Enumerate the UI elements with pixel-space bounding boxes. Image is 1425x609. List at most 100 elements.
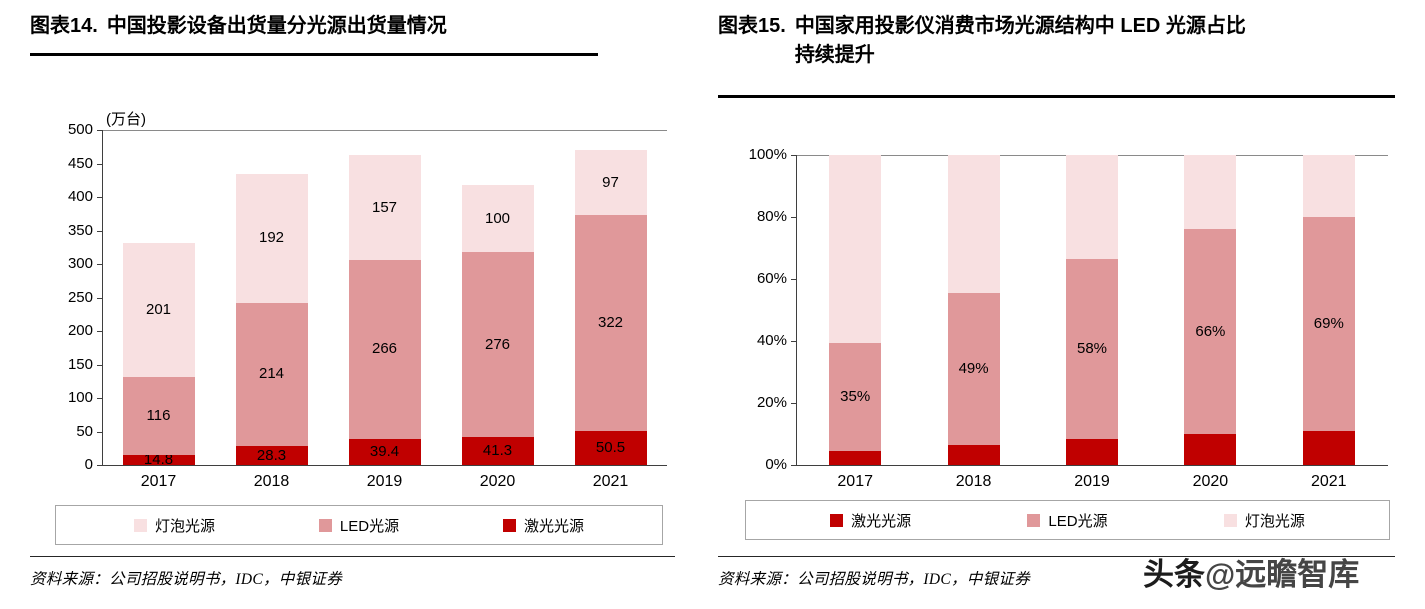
bar-segment <box>1066 258 1118 439</box>
bar-segment <box>829 342 882 452</box>
bar-value-label: 50.5 <box>595 439 626 457</box>
bar-value-label: 322 <box>597 314 624 332</box>
x-category-label: 2019 <box>366 473 403 490</box>
bar-segment <box>235 446 308 465</box>
y-tick-label: 50 <box>76 422 93 440</box>
x-axis-line <box>796 465 1388 466</box>
y-tick-mark <box>791 217 796 218</box>
figure-14-source: 资料来源：公司招股说明书，IDC，中银证券 <box>30 567 342 589</box>
x-category-label: 2018 <box>253 473 290 490</box>
figure-15-source-rule <box>718 556 1395 557</box>
bar-segment <box>947 292 1000 445</box>
watermark-handle: @远瞻智库 <box>1205 557 1360 592</box>
y-tick-mark <box>97 465 102 466</box>
y-tick-label: 40% <box>756 332 787 349</box>
y-tick-label: 0% <box>765 456 787 473</box>
y-axis-line <box>796 155 797 465</box>
y-tick-label: 60% <box>756 270 787 287</box>
legend-label: 激光光源 <box>851 512 912 530</box>
y-tick-mark <box>97 398 102 399</box>
bar-segment <box>461 252 534 438</box>
bar-value-label: 28.3 <box>256 446 287 464</box>
legend-item: 灯泡光源 <box>133 515 215 536</box>
bar-value-label: 66% <box>1195 322 1226 340</box>
bar-segment <box>1066 438 1118 465</box>
y-tick-mark <box>97 364 102 366</box>
y-tick-label: 400 <box>67 188 93 205</box>
figure-14-source-label: 资料来源： <box>30 571 110 588</box>
y-tick-label: 350 <box>67 221 93 239</box>
watermark-brand: 头条 <box>1143 557 1205 592</box>
bar-segment <box>1302 155 1355 217</box>
bar-segment <box>1302 217 1355 431</box>
bar-value-label: 49% <box>958 359 989 377</box>
figure-14-source-rule <box>30 556 675 557</box>
y-tick-mark <box>791 403 796 404</box>
legend-item: 灯泡光源 <box>1223 510 1305 531</box>
figure-14-source-text: 公司招股说明书，IDC，中银证券 <box>109 571 343 588</box>
legend-label: 灯泡光源 <box>154 517 215 535</box>
y-tick-label: 20% <box>756 394 787 411</box>
y-tick-label: 150 <box>67 355 93 373</box>
legend-label: 灯泡光源 <box>1244 512 1305 530</box>
bar-value-label: 192 <box>258 229 285 247</box>
figure-14-title-text: 中国投影设备出货量分光源出货量情况 <box>106 15 447 37</box>
y-tick-label: 450 <box>67 154 93 172</box>
bar-value-label: 100 <box>484 209 511 227</box>
bar-segment <box>1302 430 1355 465</box>
y-tick-mark <box>97 163 102 165</box>
y-tick-mark <box>97 297 102 299</box>
bar-segment <box>235 302 308 447</box>
y-tick-mark <box>97 197 102 198</box>
bar-segment <box>947 444 1000 465</box>
bar-value-label: 14.8 <box>143 451 174 469</box>
watermark: 头条@远瞻智库 <box>1143 549 1359 594</box>
y-tick-label: 250 <box>67 288 93 306</box>
legend-item: LED光源 <box>318 515 400 536</box>
y-tick-mark <box>791 155 796 156</box>
y-tick-mark <box>791 341 796 342</box>
figure-15-source: 资料来源：公司招股说明书，IDC，中银证券 <box>718 567 1030 589</box>
figure-15-title-text: 中国家用投影仪消费市场光源结构中 LED 光源占比持续提升 <box>794 15 1246 66</box>
y-tick-label: 80% <box>756 208 787 225</box>
figure-15-title: 图表15. 中国家用投影仪消费市场光源结构中 LED 光源占比持续提升 <box>718 12 1265 70</box>
y-tick-mark <box>97 264 102 265</box>
bar-segment <box>1184 229 1237 434</box>
bar-segment <box>574 215 647 432</box>
bar-segment <box>122 242 195 378</box>
y-tick-mark <box>97 230 102 232</box>
legend-item: LED光源 <box>1027 510 1108 531</box>
x-category-label: 2017 <box>837 473 873 490</box>
bar-value-label: 157 <box>371 198 398 216</box>
bar-value-label: 39.4 <box>369 442 400 460</box>
bar-value-label: 35% <box>840 387 871 405</box>
y-tick-label: 200 <box>67 322 93 339</box>
legend-swatch <box>1223 513 1237 527</box>
bar-value-label: 116 <box>146 407 171 425</box>
legend-label: LED光源 <box>339 517 400 535</box>
y-axis-line <box>102 130 103 465</box>
legend-item: 激光光源 <box>830 510 911 531</box>
legend-label: LED光源 <box>1048 512 1108 530</box>
y-tick-label: 500 <box>67 121 93 138</box>
bar-segment <box>348 260 421 439</box>
bar-segment <box>461 185 534 253</box>
figure-14-chart: (万台) 0 50 100 150 200 250 300 350 400 450 500 2017 1… <box>60 100 672 500</box>
legend-swatch <box>133 518 147 532</box>
bar-segment <box>122 455 195 465</box>
panel-figure-14: 图表14. 中国投影设备出货量分光源出货量情况 (万台) 0 50 100 150 20… <box>30 0 675 609</box>
y-tick-label: 300 <box>67 255 93 272</box>
figure-15-chart: 0% 20% 40% 60% 80% 100% 2017 35% 2018 49% 2019 58% 2… <box>738 135 1395 530</box>
y-tick-mark <box>97 130 102 131</box>
y-tick-mark <box>97 431 102 433</box>
bar-segment <box>829 155 882 343</box>
legend-swatch <box>318 518 332 532</box>
plot-top-border <box>102 130 667 131</box>
x-category-label: 2017 <box>140 473 177 490</box>
y-tick-mark <box>97 331 102 332</box>
figure-15-title-rule <box>718 95 1395 98</box>
x-category-label: 2020 <box>479 473 516 490</box>
bar-segment <box>1066 155 1118 259</box>
figure-15-legend: 激光光源 LED光源 灯泡光源 <box>745 500 1390 540</box>
